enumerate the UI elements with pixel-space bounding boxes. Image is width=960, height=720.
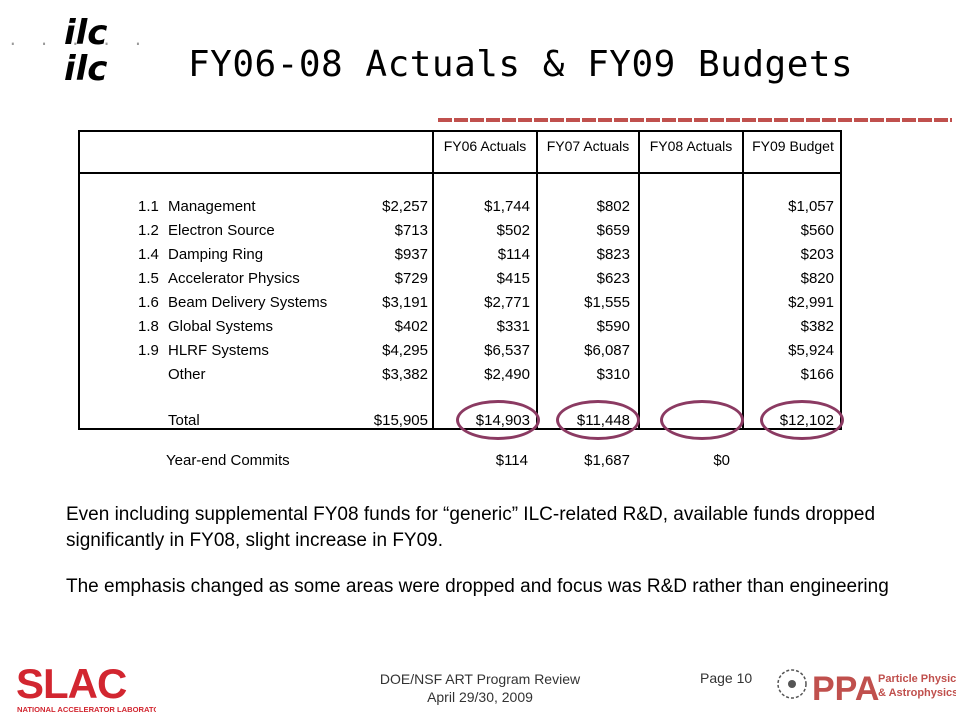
year-end-commits-row: Year-end Commits $114 $1,687 $0: [78, 452, 918, 476]
cell-fy09: $5,924: [788, 342, 834, 359]
commits-label: Year-end Commits: [166, 452, 290, 469]
svg-text:SLAC: SLAC: [16, 660, 127, 707]
table-row: 1.6 Beam Delivery Systems $3,191 $2,771 …: [80, 294, 920, 318]
cell-fy08: $623: [596, 270, 630, 287]
cell-fy08: $310: [596, 366, 630, 383]
body-paragraph-2: The emphasis changed as some areas were …: [66, 576, 889, 597]
column-divider: [742, 132, 744, 428]
table-row: 1.9 HLRF Systems $4,295 $6,537 $6,087 $5…: [80, 342, 920, 366]
column-header-fy08: FY08 Actuals: [649, 138, 733, 154]
cell-fy07: $1,744: [484, 198, 530, 215]
header-divider: [80, 172, 840, 174]
column-header-fy06: FY06 Actuals: [443, 138, 527, 154]
cell-fy09: $820: [800, 270, 834, 287]
highlight-oval-fy07: [556, 400, 640, 440]
column-divider: [638, 132, 640, 428]
cell-fy09: $203: [800, 246, 834, 263]
ppa-logo: PPA Particle Physics & Astrophysics: [777, 669, 956, 708]
cell-fy06: $729: [394, 270, 428, 287]
cell-fy09: $2,991: [788, 294, 834, 311]
cell-fy08: $1,555: [584, 294, 630, 311]
commits-fy08: $0: [713, 452, 730, 469]
cell-fy08: $590: [596, 318, 630, 335]
column-header-fy07: FY07 Actuals: [546, 138, 630, 154]
table-row: 1.4 Damping Ring $937 $114 $823 $203: [80, 246, 920, 270]
row-label: Other: [168, 366, 206, 383]
cell-fy06: $2,257: [382, 198, 428, 215]
commits-fy07: $1,687: [584, 452, 630, 469]
table-row: 1.1 Management $2,257 $1,744 $802 $1,057: [80, 198, 920, 222]
highlight-oval-fy06: [456, 400, 540, 440]
highlight-oval-fy09: [760, 400, 844, 440]
page-number: Page 10: [700, 670, 753, 686]
svg-text:ilc: ilc: [64, 49, 107, 86]
table-row: 1.8 Global Systems $402 $331 $590 $382: [80, 318, 920, 342]
cell-fy07: $114: [497, 246, 530, 263]
cell-fy08: $6,087: [584, 342, 630, 359]
cell-fy09: $382: [800, 318, 834, 335]
cell-fy06: $402: [394, 318, 428, 335]
ilc-logo: ilc ilc: [64, 13, 107, 86]
cell-fy08: $802: [596, 198, 630, 215]
highlight-oval-fy08: [660, 400, 744, 440]
cell-fy06: $3,191: [382, 294, 428, 311]
row-number: 1.2: [138, 222, 159, 239]
svg-text:NATIONAL ACCELERATOR LABORATOR: NATIONAL ACCELERATOR LABORATORY: [17, 705, 156, 714]
row-number: 1.6: [138, 294, 159, 311]
row-label: Management: [168, 198, 256, 215]
cell-fy07: $6,537: [484, 342, 530, 359]
title-rule: [438, 118, 952, 122]
column-divider: [536, 132, 538, 428]
row-label: Damping Ring: [168, 246, 264, 263]
footer-event: DOE/NSF ART Program Review April 29/30, …: [360, 670, 600, 706]
cell-fy09: $166: [800, 366, 834, 383]
svg-text:Particle Physics: Particle Physics: [878, 673, 956, 685]
row-number: 1.1: [138, 198, 159, 215]
cell-fy09: $1,057: [788, 198, 834, 215]
cell-fy08: $823: [596, 246, 630, 263]
row-label: Beam Delivery Systems: [168, 294, 328, 311]
cell-fy07: $415: [496, 270, 530, 287]
svg-text:PPA: PPA: [812, 670, 879, 708]
page-title: FY06-08 Actuals & FY09 Budgets: [188, 44, 854, 85]
slac-logo: SLAC NATIONAL ACCELERATOR LABORATORY: [16, 660, 156, 714]
cell-fy06: $4,295: [382, 342, 428, 359]
row-number: 1.9: [138, 342, 159, 359]
total-fy06: $15,905: [373, 412, 428, 429]
row-label: Electron Source: [168, 222, 275, 239]
svg-text:ilc: ilc: [64, 13, 107, 53]
row-number: 1.8: [138, 318, 159, 335]
body-paragraph-1: Even including supplemental FY08 funds f…: [66, 504, 876, 551]
cell-fy07: $331: [496, 318, 530, 335]
row-number: 1.4: [138, 246, 159, 263]
cell-fy09: $560: [800, 222, 834, 239]
decorative-dots: . . . . .: [8, 30, 149, 49]
budget-table: FY06 Actuals FY07 Actuals FY08 Actuals F…: [78, 130, 842, 430]
table-row: Other $3,382 $2,490 $310 $166: [80, 366, 920, 390]
svg-text:& Astrophysics: & Astrophysics: [878, 687, 956, 699]
cell-fy06: $937: [394, 246, 428, 263]
total-label: Total: [168, 412, 200, 429]
table-row: 1.5 Accelerator Physics $729 $415 $623 $…: [80, 270, 920, 294]
row-label: Accelerator Physics: [168, 270, 300, 287]
commits-fy06: $114: [495, 452, 528, 469]
cell-fy06: $713: [394, 222, 428, 239]
footer-event-date: April 29/30, 2009: [427, 689, 533, 705]
table-row: 1.2 Electron Source $713 $502 $659 $560: [80, 222, 920, 246]
row-label: Global Systems: [168, 318, 274, 335]
row-label: HLRF Systems: [168, 342, 269, 359]
cell-fy07: $2,490: [484, 366, 530, 383]
cell-fy07: $2,771: [484, 294, 530, 311]
row-number: 1.5: [138, 270, 159, 287]
cell-fy07: $502: [496, 222, 530, 239]
footer-event-title: DOE/NSF ART Program Review: [379, 671, 581, 687]
cell-fy08: $659: [596, 222, 630, 239]
column-header-fy09: FY09 Budget: [752, 138, 834, 154]
cell-fy06: $3,382: [382, 366, 428, 383]
column-divider: [432, 132, 434, 428]
